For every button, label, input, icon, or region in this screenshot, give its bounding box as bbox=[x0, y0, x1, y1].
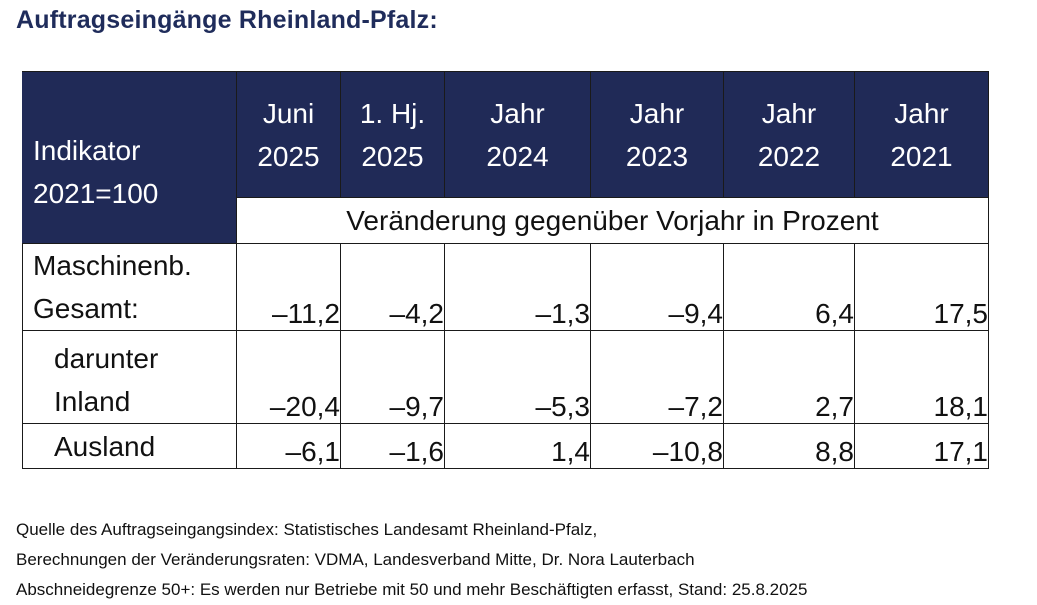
column-header-juni-2025: Juni 2025 bbox=[236, 71, 341, 198]
table-row: Maschinenb. Gesamt: –11,2 –4,2 –1,3 –9,4… bbox=[22, 243, 989, 331]
table-cell: 6,4 bbox=[723, 243, 855, 331]
table-cell: –4,2 bbox=[340, 243, 445, 331]
column-header-line1: Jahr bbox=[490, 97, 545, 129]
column-header-line2: 2021 bbox=[890, 140, 953, 172]
orders-table: Indikator 2021=100 Juni 2025 1. Hj. 2025… bbox=[22, 71, 989, 469]
source-note-line1: Quelle des Auftragseingangsindex: Statis… bbox=[16, 520, 598, 539]
table-cell: –9,7 bbox=[340, 330, 445, 424]
column-header-line1: Juni bbox=[262, 97, 315, 129]
table-cell: 1,4 bbox=[444, 423, 591, 469]
column-header-jahr-2022: Jahr 2022 bbox=[723, 71, 855, 198]
column-header-line1: Jahr bbox=[629, 97, 685, 129]
table-cell: –1,3 bbox=[444, 243, 591, 331]
table-cell: –1,6 bbox=[340, 423, 445, 469]
table-cell: –9,4 bbox=[590, 243, 724, 331]
column-header-line2: 2024 bbox=[486, 140, 549, 172]
table-cell: 17,5 bbox=[854, 243, 989, 331]
row-label-line1: Maschinenb. bbox=[33, 250, 192, 281]
row-label-line2: Inland bbox=[54, 386, 131, 417]
source-notes: Quelle des Auftragseingangsindex: Statis… bbox=[16, 515, 807, 605]
row-label-line2: Gesamt: bbox=[33, 293, 139, 324]
column-header-jahr-2023: Jahr 2023 bbox=[590, 71, 724, 198]
column-header-line2: 2022 bbox=[757, 140, 821, 172]
column-header-line2: 2025 bbox=[361, 140, 424, 172]
table-cell: –6,1 bbox=[236, 423, 341, 469]
source-note-line2: Berechnungen der Veränderungsraten: VDMA… bbox=[16, 550, 695, 569]
table-cell: –10,8 bbox=[590, 423, 724, 469]
column-header-line1: Jahr bbox=[761, 97, 817, 129]
table-cell: 18,1 bbox=[854, 330, 989, 424]
column-header-jahr-2024: Jahr 2024 bbox=[444, 71, 591, 198]
table-row: darunter Inland –20,4 –9,7 –5,3 –7,2 2,7… bbox=[22, 330, 989, 424]
table-subheader-row: Veränderung gegenüber Vorjahr in Prozent bbox=[23, 197, 989, 244]
column-header-jahr-2021: Jahr 2021 bbox=[854, 71, 989, 198]
column-header-line1: Jahr bbox=[894, 97, 949, 129]
row-label-line1: Ausland bbox=[54, 431, 156, 462]
table-cell: 17,1 bbox=[854, 423, 989, 469]
column-header-line1: 1. Hj. bbox=[359, 97, 426, 129]
column-header-line2: 2023 bbox=[625, 140, 689, 172]
row-label-line1: darunter bbox=[54, 343, 159, 374]
page-title: Auftragseingänge Rheinland-Pfalz: bbox=[16, 6, 438, 34]
table-cell: –11,2 bbox=[236, 243, 341, 331]
row-label-inland: darunter Inland bbox=[22, 330, 237, 424]
table-row: Ausland –6,1 –1,6 1,4 –10,8 8,8 17,1 bbox=[22, 423, 989, 469]
table-cell: –20,4 bbox=[236, 330, 341, 424]
source-note-line3: Abschneidegrenze 50+: Es werden nur Betr… bbox=[16, 580, 808, 599]
indicator-header-line1: Indikator bbox=[33, 134, 141, 166]
table-cell: 8,8 bbox=[723, 423, 855, 469]
indicator-header: Indikator 2021=100 bbox=[22, 71, 237, 244]
table-cell: –5,3 bbox=[444, 330, 591, 424]
change-note: Veränderung gegenüber Vorjahr in Prozent bbox=[236, 197, 989, 244]
column-header-line2: 2025 bbox=[257, 140, 320, 172]
row-label-gesamt: Maschinenb. Gesamt: bbox=[22, 243, 237, 331]
column-header-1hj-2025: 1. Hj. 2025 bbox=[340, 71, 445, 198]
table-cell: –7,2 bbox=[590, 330, 724, 424]
row-label-ausland: Ausland bbox=[22, 423, 237, 469]
indicator-header-line2: 2021=100 bbox=[33, 177, 159, 209]
table-cell: 2,7 bbox=[723, 330, 855, 424]
table-header-row: Indikator 2021=100 Juni 2025 1. Hj. 2025… bbox=[22, 71, 989, 244]
